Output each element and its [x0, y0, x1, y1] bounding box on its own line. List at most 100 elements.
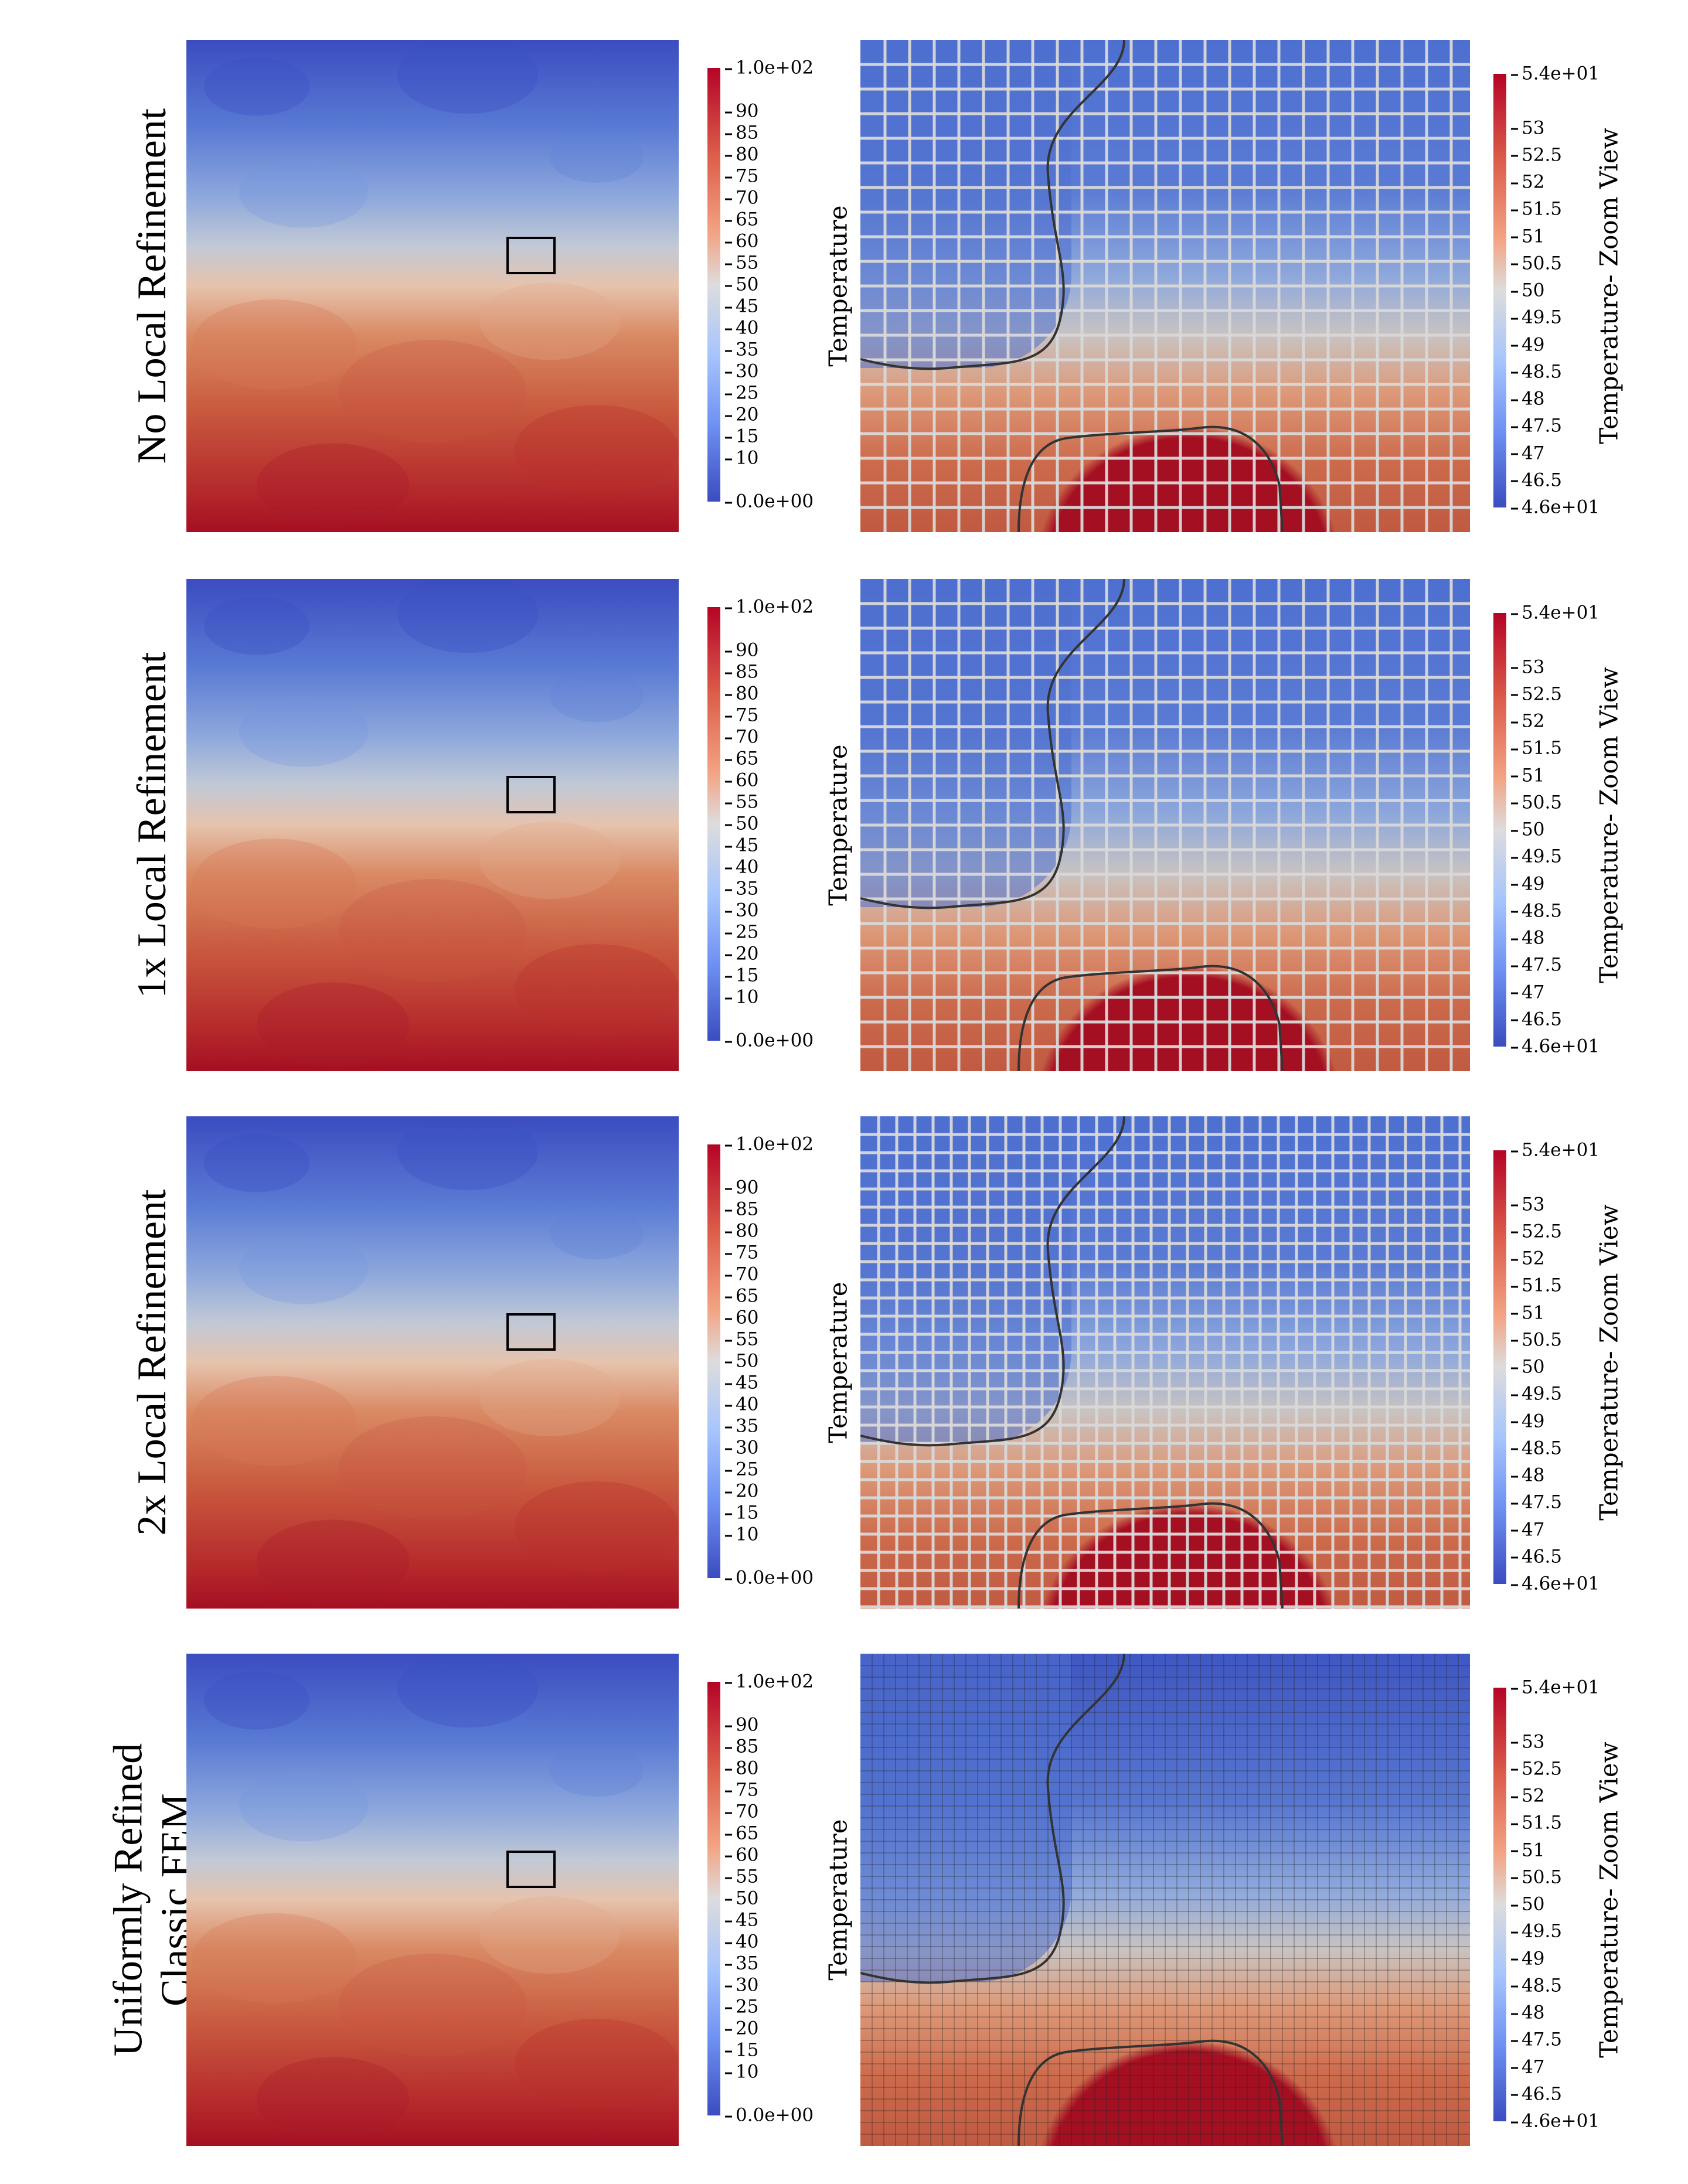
field-blob — [550, 131, 644, 183]
field-colorbar-tick: 85 — [724, 661, 759, 683]
zoom-colorbar-tick: 47 — [1510, 2056, 1545, 2077]
field-blob — [204, 597, 309, 655]
isotherm-line — [860, 1116, 1125, 1447]
zoom-colorbar-tick: 46.5 — [1510, 2083, 1563, 2105]
row-label-text: 1x Local Refinement — [129, 652, 176, 999]
field-colorbar-tick: 75 — [724, 1242, 759, 1263]
zoom-colorbar-tick: 52 — [1510, 710, 1545, 732]
zoom-axis-label: Temperature- Zoom View — [1594, 128, 1624, 444]
zoom-colorbar-tick: 50.5 — [1510, 1866, 1563, 1888]
field-colorbar-tick: 65 — [724, 1822, 759, 1844]
zoom-view-plot — [860, 579, 1470, 1071]
zoom-colorbar-tick: 50.5 — [1510, 1329, 1563, 1351]
field-colorbar-tick: 55 — [724, 791, 759, 813]
zoom-colorbar-tick: 50.5 — [1510, 792, 1563, 813]
row-label-text: Uniformly Refined Classic FEM — [106, 1743, 200, 2057]
field-blob — [550, 1745, 644, 1797]
field-texture — [192, 40, 679, 527]
zoom-colorbar-tick: 51.5 — [1510, 198, 1563, 220]
field-blob — [192, 1376, 356, 1466]
zoom-colorbar-tick: 5.4e+01 — [1510, 1677, 1600, 1698]
temperature-field-plot — [186, 1654, 679, 2146]
zoom-colorbar-tick: 48 — [1510, 927, 1545, 949]
field-colorbar-tick: 40 — [724, 856, 759, 878]
mesh-overlay — [860, 1116, 1470, 1609]
figure-row: 2x Local Refinement 1.0e+02 90 85 80 75 70 65 60… — [0, 1116, 1688, 1644]
field-colorbar-tick: 10 — [724, 2061, 759, 2083]
field-texture — [192, 579, 679, 1067]
zoom-colorbar-tick: 52 — [1510, 171, 1545, 193]
zoom-axis-label: Temperature- Zoom View — [1594, 1204, 1624, 1521]
zoom-colorbar-tick: 47.5 — [1510, 954, 1563, 976]
zoom-colorbar-tick: 49.5 — [1510, 306, 1563, 328]
field-blob — [339, 1416, 526, 1519]
field-colorbar-tick: 65 — [724, 209, 759, 230]
zoom-colorbar-tick: 49 — [1510, 1410, 1545, 1432]
field-colorbar-tick: 1.0e+02 — [724, 57, 814, 79]
zoom-colorbar-tick: 48.5 — [1510, 1975, 1563, 1996]
field-colorbar-tick: 45 — [724, 1909, 759, 1931]
zoom-colorbar-tick: 50 — [1510, 819, 1545, 840]
field-blob — [239, 1770, 368, 1842]
field-colorbar-tick: 80 — [724, 683, 759, 704]
field-colorbar — [707, 1682, 720, 2115]
field-colorbar — [707, 1144, 720, 1578]
zoom-colorbar-tick: 50 — [1510, 1356, 1545, 1378]
field-colorbar-tick: 50 — [724, 813, 759, 834]
field-colorbar-tick: 60 — [724, 769, 759, 791]
field-colorbar-tick: 50 — [724, 1887, 759, 1909]
field-colorbar-tick: 20 — [724, 404, 759, 425]
field-blob — [397, 1116, 538, 1190]
field-colorbar-tick: 15 — [724, 2039, 759, 2061]
zoom-colorbar-tick: 52.5 — [1510, 1758, 1563, 1780]
cold-region — [860, 579, 1071, 907]
field-colorbar-tick: 35 — [724, 339, 759, 360]
temperature-axis-label: Temperature — [823, 744, 853, 906]
field-colorbar-tick: 1.0e+02 — [724, 596, 814, 618]
field-colorbar-tick: 20 — [724, 943, 759, 965]
field-blob — [397, 1654, 538, 1728]
zoom-colorbar-tick: 48 — [1510, 2002, 1545, 2023]
zoom-colorbar-tick: 53 — [1510, 1731, 1545, 1752]
field-blob — [339, 340, 526, 443]
field-colorbar-tick: 30 — [724, 900, 759, 921]
figure-row: Uniformly Refined Classic FEM 1.0e+02 90 85 8… — [0, 1654, 1688, 2181]
zoom-colorbar-tick: 48.5 — [1510, 900, 1563, 922]
field-blob — [515, 1481, 679, 1572]
field-blob — [479, 822, 620, 899]
zoom-colorbar-tick: 4.6e+01 — [1510, 1573, 1600, 1594]
field-colorbar-tick: 15 — [724, 965, 759, 986]
field-colorbar-tick: 85 — [724, 1736, 759, 1757]
zoom-colorbar — [1493, 1150, 1506, 1584]
zoom-colorbar-tick: 48 — [1510, 1464, 1545, 1486]
field-colorbar-tick: 15 — [724, 425, 759, 447]
field-colorbar-tick: 75 — [724, 165, 759, 187]
field-colorbar-tick: 75 — [724, 1779, 759, 1801]
zoom-colorbar-tick: 49.5 — [1510, 1920, 1563, 1942]
isotherm-line — [860, 40, 1125, 370]
row-label-line: 1x Local Refinement — [129, 652, 175, 999]
zoom-region-box — [506, 237, 556, 274]
field-colorbar-tick: 35 — [724, 878, 759, 900]
zoom-colorbar-tick: 52.5 — [1510, 144, 1563, 166]
field-blob — [479, 1896, 620, 1974]
field-colorbar-tick: 60 — [724, 230, 759, 252]
zoom-axis-label: Temperature- Zoom View — [1594, 1742, 1624, 2058]
field-colorbar-tick: 85 — [724, 1198, 759, 1220]
zoom-colorbar-tick: 47 — [1510, 982, 1545, 1003]
zoom-region-box — [506, 1851, 556, 1888]
field-blob — [204, 57, 309, 116]
field-colorbar-tick: 60 — [724, 1844, 759, 1866]
field-colorbar-tick: 90 — [724, 639, 759, 661]
field-blob — [192, 299, 356, 390]
field-blob — [204, 1134, 309, 1192]
isotherm-line — [1017, 965, 1284, 1071]
field-blob — [515, 944, 679, 1034]
zoom-colorbar-tick: 46.5 — [1510, 469, 1563, 491]
field-blob — [257, 1519, 409, 1604]
zoom-colorbar — [1493, 1688, 1506, 2121]
row-label-text: No Local Refinement — [129, 108, 176, 464]
field-texture — [192, 1654, 679, 2141]
zoom-colorbar-tick: 52.5 — [1510, 683, 1563, 705]
figure-row: No Local Refinement 1.0e+02 90 85 80 75 70 65 60… — [0, 40, 1688, 567]
